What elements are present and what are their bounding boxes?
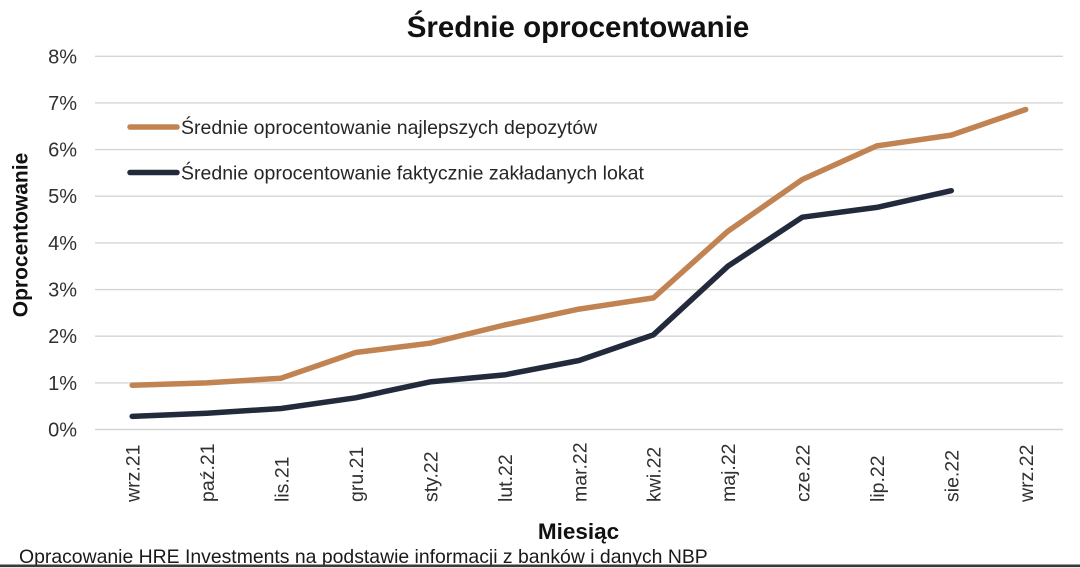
svg-text:3%: 3% (48, 280, 77, 302)
svg-text:mar.22: mar.22 (569, 442, 591, 502)
svg-text:Średnie oprocentowanie najleps: Średnie oprocentowanie najlepszych depoz… (181, 115, 598, 139)
svg-text:paź.21: paź.21 (197, 443, 219, 502)
svg-text:4%: 4% (48, 233, 77, 255)
svg-text:wrz.21: wrz.21 (123, 445, 145, 503)
svg-text:Średnie oprocentowanie: Średnie oprocentowanie (407, 10, 750, 44)
svg-text:Opracowanie HRE Investments na: Opracowanie HRE Investments na podstawie… (19, 546, 708, 568)
svg-text:kwi.22: kwi.22 (644, 447, 666, 502)
svg-text:0%: 0% (48, 420, 77, 442)
svg-text:1%: 1% (48, 373, 77, 395)
svg-text:cze.22: cze.22 (793, 445, 815, 502)
svg-text:2%: 2% (48, 326, 77, 348)
svg-text:6%: 6% (48, 140, 77, 162)
svg-text:wrz.22: wrz.22 (1016, 445, 1038, 503)
svg-text:lut.22: lut.22 (495, 454, 517, 502)
svg-text:sty.22: sty.22 (420, 451, 442, 502)
svg-text:Średnie oprocentowanie faktycz: Średnie oprocentowanie faktycznie zakład… (181, 161, 644, 185)
svg-text:maj.22: maj.22 (718, 443, 740, 502)
svg-text:Miesiąc: Miesiąc (538, 519, 619, 544)
svg-text:8%: 8% (48, 46, 77, 68)
svg-text:lip.22: lip.22 (867, 455, 889, 502)
svg-text:sie.22: sie.22 (942, 450, 964, 502)
svg-text:gru.21: gru.21 (346, 447, 368, 502)
svg-text:7%: 7% (48, 93, 77, 115)
svg-text:5%: 5% (48, 186, 77, 208)
svg-text:Oprocentowanie: Oprocentowanie (10, 153, 33, 318)
svg-text:lis.21: lis.21 (271, 456, 293, 502)
